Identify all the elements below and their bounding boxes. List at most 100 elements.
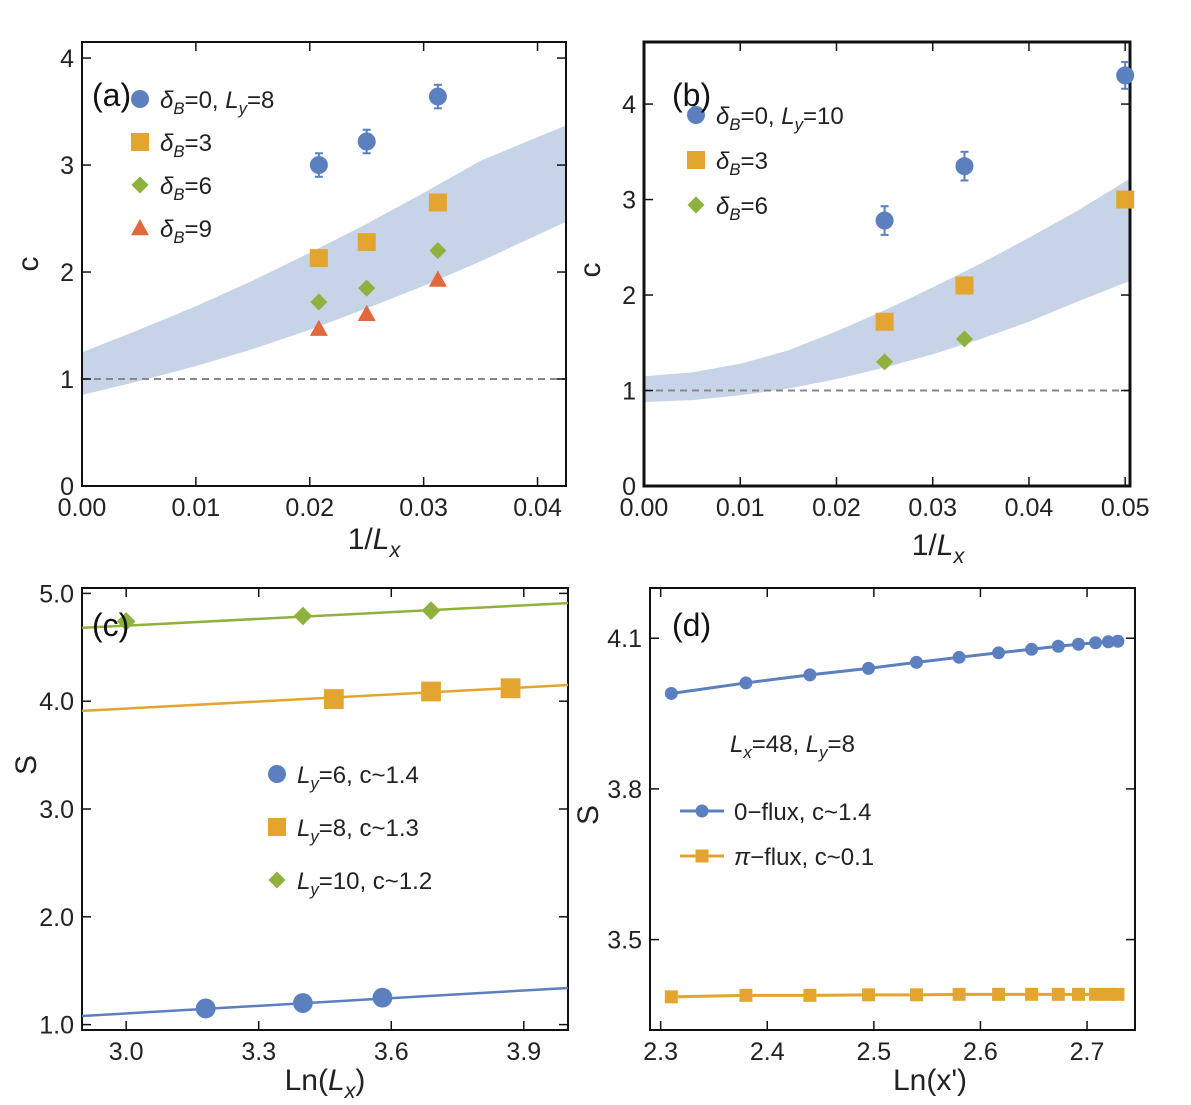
plot-frame (642, 40, 1132, 488)
legend-marker (131, 133, 149, 151)
data-point (876, 353, 894, 371)
series-0: 0−flux, c~1.4 (664, 634, 1125, 826)
legend-label: δB=0, Ly=10 (716, 103, 844, 134)
legend-label: δB=0, Ly=8 (160, 87, 274, 118)
panel-d: 2.3 2.4 2.5 2.6 2.7 3.5 3.8 4.1 0−flux, c~1.4 π−f… (572, 587, 1136, 1097)
data-point (429, 242, 447, 260)
series-2: Ly=10, c~1.2 (81, 601, 569, 899)
legend-label: δB=6 (716, 193, 768, 224)
data-point (1116, 66, 1135, 85)
data-point (1116, 190, 1135, 209)
x-tick-label: 0.04 (513, 494, 562, 522)
y-axis-label: S (572, 805, 605, 825)
y-tick-label: 3.8 (607, 776, 642, 804)
series-2: δB=6 (687, 193, 973, 371)
y-tick-label: 0 (60, 473, 74, 501)
x-tick-label: 0.00 (620, 494, 669, 522)
data-point (875, 211, 894, 230)
series-1: Ly=8, c~1.3 (81, 678, 569, 846)
y-tick-label: 1.0 (39, 1012, 74, 1040)
data-point (1025, 642, 1039, 656)
x-tick-label: 0.03 (908, 494, 957, 522)
data-point (309, 319, 328, 336)
series-2: δB=6 (131, 173, 447, 311)
x-tick-label: 0.02 (285, 494, 334, 522)
data-point (739, 988, 753, 1002)
legend-label: 0−flux, c~1.4 (734, 799, 871, 826)
data-point (862, 988, 875, 1002)
series-1: δB=3 (687, 148, 1135, 331)
plot-frame (649, 587, 1136, 1031)
series-0: δB=0, Ly=10 (687, 61, 1135, 236)
x-axis-label: 1/Lx (912, 529, 966, 568)
y-tick-label: 2 (60, 259, 74, 287)
x-axis-label: 1/Lx (348, 523, 402, 562)
legend-label: Ly=8, c~1.3 (297, 815, 419, 846)
data-point (1089, 987, 1103, 1001)
data-point (992, 646, 1006, 660)
panel-tag: (c) (92, 607, 129, 643)
x-tick-label: 2.4 (750, 1038, 785, 1066)
plot-frame (81, 587, 569, 1031)
data-point (1111, 634, 1125, 648)
data-point (357, 132, 376, 151)
data-point (1111, 987, 1125, 1001)
series-line (671, 639, 1119, 695)
x-tick-label: 0.05 (1101, 494, 1150, 522)
x-tick-label: 0.01 (172, 494, 221, 522)
data-point (1101, 635, 1115, 649)
data-point (955, 276, 974, 295)
data-point (195, 998, 216, 1019)
legend-marker (695, 804, 709, 818)
legend-marker (695, 849, 709, 863)
data-point (955, 330, 973, 348)
data-point (116, 612, 136, 631)
legend-label: δB=3 (160, 130, 212, 161)
data-point (1025, 987, 1039, 1001)
data-point (1051, 639, 1065, 653)
data-point (1089, 636, 1103, 650)
data-point (358, 279, 376, 297)
data-point (309, 156, 328, 175)
data-point (992, 987, 1006, 1001)
series-0: Ly=6, c~1.4 (81, 762, 569, 1019)
data-point (803, 988, 817, 1002)
y-tick-label: 3.5 (607, 927, 642, 955)
y-tick-label: 4 (622, 91, 636, 119)
data-point (421, 681, 441, 702)
panel-tag: (b) (672, 77, 711, 113)
legend-marker (131, 90, 149, 108)
x-tick-label: 0.04 (1005, 494, 1054, 522)
y-tick-label: 4.1 (607, 625, 642, 653)
x-axis-label: Ln(x') (893, 1064, 967, 1097)
x-tick-label: 3.0 (109, 1038, 144, 1066)
x-tick-label: 2.7 (1070, 1038, 1105, 1066)
data-point (1072, 987, 1085, 1001)
y-tick-label: 2 (622, 282, 636, 310)
x-tick-label: 0.02 (812, 494, 861, 522)
data-point (293, 606, 313, 626)
data-point (910, 988, 923, 1002)
panel-a: 0.00 0.01 0.02 0.03 0.04 0 1 2 3 4 δB=0, Ly=8 δB=3 δ… (12, 41, 567, 562)
panel-tag: (a) (92, 77, 131, 113)
y-tick-label: 2.0 (39, 904, 74, 932)
data-point (428, 87, 447, 106)
data-point (309, 249, 328, 268)
data-point (357, 304, 376, 321)
x-tick-label: 2.6 (963, 1038, 998, 1066)
data-point (952, 987, 966, 1001)
x-tick-label: 3.3 (241, 1038, 276, 1066)
data-point (323, 689, 344, 709)
legend-label: δB=6 (160, 173, 212, 204)
data-point (803, 668, 817, 682)
x-tick-label: 0.00 (58, 494, 107, 522)
x-tick-label: 2.3 (643, 1038, 678, 1066)
data-point (955, 157, 974, 176)
legend-label: δB=3 (716, 148, 768, 179)
data-point (664, 686, 678, 700)
data-point (1072, 637, 1085, 651)
y-tick-label: 4 (60, 45, 74, 73)
data-point (293, 993, 313, 1013)
data-point (310, 293, 328, 311)
